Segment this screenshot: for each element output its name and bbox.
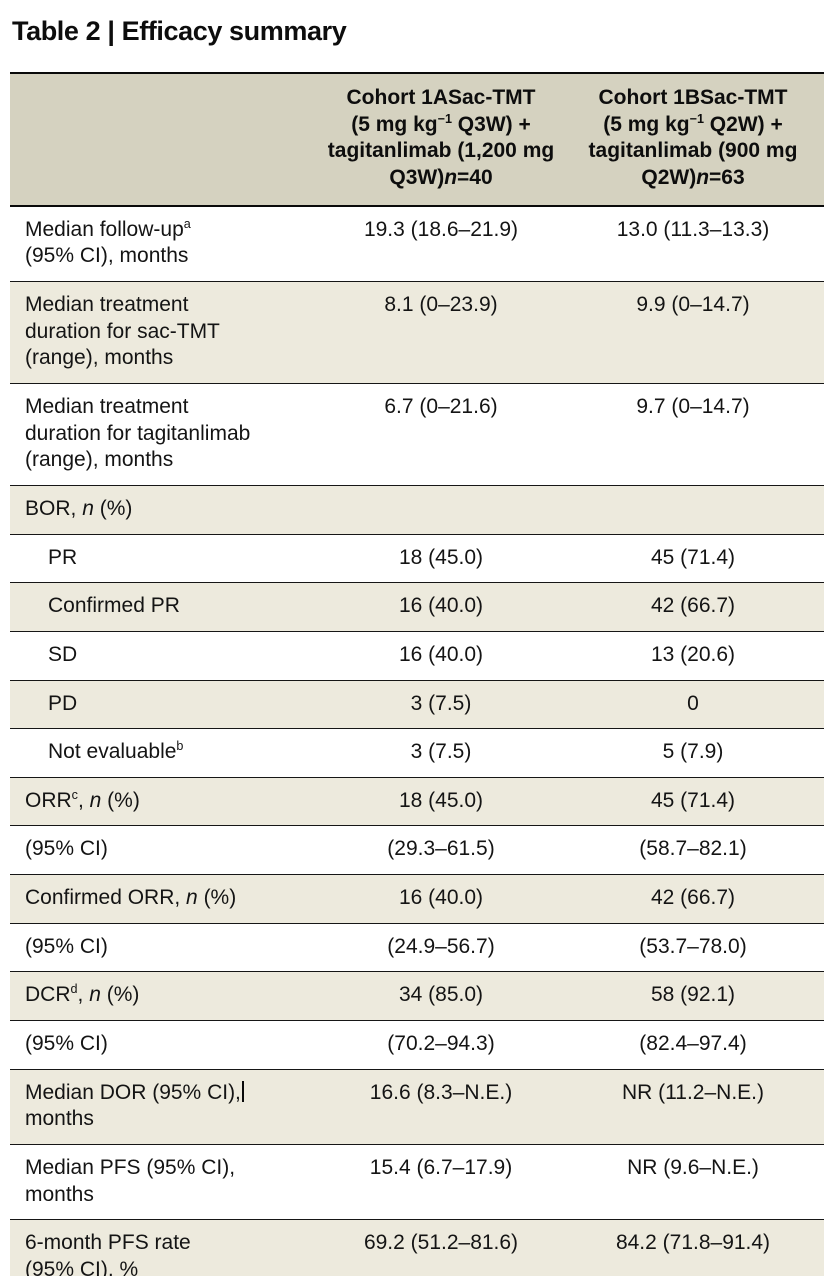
table-row: (95% CI) (70.2–94.3) (82.4–97.4) (10, 1020, 824, 1070)
row-label: (95% CI) (10, 922, 320, 972)
header-row: Cohort 1ASac-TMT (5 mg kg−1 Q3W) + tagit… (10, 73, 824, 207)
value-cell: 5 (7.9) (562, 728, 824, 778)
row-label: DCRd, n (%) (10, 971, 320, 1021)
value-cell: 15.4 (6.7–17.9) (320, 1144, 562, 1220)
footnote-marker: −1 (437, 111, 452, 126)
row-label: Median DOR (95% CI), months (10, 1068, 320, 1145)
table-row: Confirmed PR 16 (40.0) 42 (66.7) (10, 582, 824, 632)
value-cell: (29.3–61.5) (320, 825, 562, 875)
value-cell: (70.2–94.3) (320, 1020, 562, 1070)
value-cell: 58 (92.1) (562, 971, 824, 1021)
value-cell: 8.1 (0–23.9) (320, 280, 562, 384)
table-header: Cohort 1ASac-TMT (5 mg kg−1 Q3W) + tagit… (10, 73, 824, 207)
value-cell: 16 (40.0) (320, 630, 562, 680)
italic-n-symbol: n (186, 886, 198, 910)
value-cell: 19.3 (18.6–21.9) (320, 205, 562, 282)
value-cell: 84.2 (71.8–91.4) (562, 1219, 824, 1276)
table-row: Median DOR (95% CI), months 16.6 (8.3–N.E… (10, 1068, 824, 1145)
row-label: Confirmed PR (10, 582, 320, 632)
italic-n-symbol: n (89, 788, 102, 812)
footnote-marker: a (183, 216, 191, 231)
row-label: PD (10, 679, 320, 729)
table-row: 6-month PFS rate (95% CI), % 69.2 (51.2–8… (10, 1219, 824, 1276)
table-row: Confirmed ORR, n (%) 16 (40.0) 42 (66.7) (10, 874, 824, 924)
value-cell: 69.2 (51.2–81.6) (320, 1219, 562, 1276)
value-cell: 6.7 (0–21.6) (320, 382, 562, 486)
value-cell: 45 (71.4) (562, 776, 824, 826)
italic-n-symbol: n (444, 165, 458, 189)
value-cell: 18 (45.0) (320, 533, 562, 583)
row-label: PR (10, 533, 320, 583)
value-cell: 9.7 (0–14.7) (562, 382, 824, 486)
row-label: BOR, n (%) (10, 484, 320, 535)
text-cursor-caret (241, 1080, 244, 1102)
table-row: (95% CI) (29.3–61.5) (58.7–82.1) (10, 825, 824, 875)
col-header-cohort-1a: Cohort 1ASac-TMT (5 mg kg−1 Q3W) + tagit… (320, 73, 562, 207)
table-row: Median treatment duration for sac-TMT (r… (10, 280, 824, 384)
table-row: Median follow-upa (95% CI), months 19.3 (… (10, 205, 824, 282)
table-row: PR 18 (45.0) 45 (71.4) (10, 533, 824, 583)
value-cell: NR (11.2–N.E.) (562, 1068, 824, 1145)
table-row: SD 16 (40.0) 13 (20.6) (10, 630, 824, 680)
value-cell: 16 (40.0) (320, 582, 562, 632)
value-cell: (53.7–78.0) (562, 922, 824, 972)
table-row: (95% CI) (24.9–56.7) (53.7–78.0) (10, 922, 824, 972)
row-label: 6-month PFS rate (95% CI), % (10, 1219, 320, 1276)
row-label: Median PFS (95% CI), months (10, 1144, 320, 1220)
row-label: ORRc, n (%) (10, 776, 320, 826)
value-cell: NR (9.6–N.E.) (562, 1144, 824, 1220)
footnote-marker: c (71, 787, 78, 802)
table-row: Not evaluableb 3 (7.5) 5 (7.9) (10, 728, 824, 778)
value-cell: 0 (562, 679, 824, 729)
value-cell: (24.9–56.7) (320, 922, 562, 972)
value-cell: 3 (7.5) (320, 728, 562, 778)
value-cell: 42 (66.7) (562, 874, 824, 924)
row-label: (95% CI) (10, 825, 320, 875)
value-cell: 13.0 (11.3–13.3) (562, 205, 824, 282)
footnote-marker: −1 (689, 111, 704, 126)
table-row: BOR, n (%) (10, 484, 824, 535)
table-row: PD 3 (7.5) 0 (10, 679, 824, 729)
value-cell: 16.6 (8.3–N.E.) (320, 1068, 562, 1145)
row-label: Median follow-upa (95% CI), months (10, 205, 320, 282)
value-cell: 42 (66.7) (562, 582, 824, 632)
col-header-cohort-1b: Cohort 1BSac-TMT (5 mg kg−1 Q2W) + tagit… (562, 73, 824, 207)
value-cell: 18 (45.0) (320, 776, 562, 826)
value-cell (562, 484, 824, 535)
table-body: Median follow-upa (95% CI), months 19.3 (… (10, 205, 824, 1276)
value-cell: 34 (85.0) (320, 971, 562, 1021)
table-row: DCRd, n (%) 34 (85.0) 58 (92.1) (10, 971, 824, 1021)
table-row: ORRc, n (%) 18 (45.0) 45 (71.4) (10, 776, 824, 826)
table-row: Median treatment duration for tagitanlim… (10, 382, 824, 486)
row-label: (95% CI) (10, 1020, 320, 1070)
value-cell: 45 (71.4) (562, 533, 824, 583)
italic-n-symbol: n (696, 165, 710, 189)
value-cell (320, 484, 562, 535)
italic-n-symbol: n (89, 983, 101, 1007)
footnote-marker: b (176, 739, 184, 754)
col-header-parameter (10, 73, 320, 207)
value-cell: 16 (40.0) (320, 874, 562, 924)
efficacy-summary-table: Cohort 1ASac-TMT (5 mg kg−1 Q3W) + tagit… (10, 72, 824, 1276)
row-label: Median treatment duration for sac-TMT (r… (10, 280, 320, 384)
table-title: Table 2 | Efficacy summary (12, 16, 347, 46)
table-row: Median PFS (95% CI), months 15.4 (6.7–17.… (10, 1144, 824, 1220)
row-label: SD (10, 630, 320, 680)
value-cell: 9.9 (0–14.7) (562, 280, 824, 384)
footnote-marker: d (70, 982, 78, 997)
row-label: Confirmed ORR, n (%) (10, 874, 320, 924)
row-label: Median treatment duration for tagitanlim… (10, 382, 320, 486)
row-label: Not evaluableb (10, 728, 320, 778)
italic-n-symbol: n (82, 496, 94, 520)
value-cell: 13 (20.6) (562, 630, 824, 680)
value-cell: 3 (7.5) (320, 679, 562, 729)
value-cell: (58.7–82.1) (562, 825, 824, 875)
value-cell: (82.4–97.4) (562, 1020, 824, 1070)
